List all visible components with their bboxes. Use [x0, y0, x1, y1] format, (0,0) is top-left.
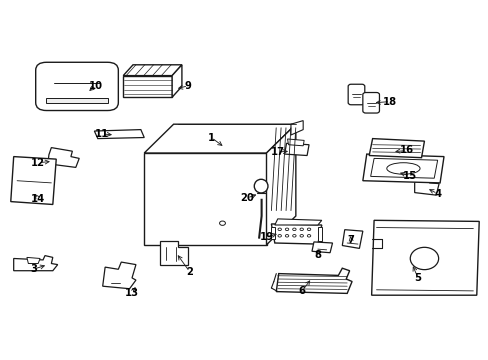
Text: 4: 4 — [433, 189, 440, 199]
Polygon shape — [274, 219, 321, 225]
Polygon shape — [317, 227, 321, 241]
Polygon shape — [172, 65, 182, 97]
Ellipse shape — [292, 228, 295, 230]
Polygon shape — [342, 230, 362, 248]
Text: 6: 6 — [298, 286, 305, 296]
Text: 19: 19 — [259, 232, 273, 242]
Ellipse shape — [386, 163, 419, 174]
Ellipse shape — [409, 247, 438, 270]
Text: 9: 9 — [184, 81, 191, 91]
Polygon shape — [144, 124, 295, 153]
Polygon shape — [271, 227, 274, 239]
Ellipse shape — [277, 228, 281, 230]
Ellipse shape — [285, 235, 288, 237]
Text: 1: 1 — [207, 132, 214, 143]
Text: 3: 3 — [30, 264, 37, 274]
Polygon shape — [94, 130, 144, 139]
Text: 7: 7 — [347, 235, 354, 246]
Text: 10: 10 — [88, 81, 102, 91]
Text: 15: 15 — [402, 171, 416, 181]
Ellipse shape — [306, 228, 310, 230]
Polygon shape — [311, 242, 332, 253]
Polygon shape — [368, 139, 424, 158]
Polygon shape — [362, 154, 443, 183]
Polygon shape — [371, 220, 478, 295]
Text: 14: 14 — [31, 194, 45, 204]
Ellipse shape — [306, 235, 310, 237]
Polygon shape — [290, 121, 303, 135]
Text: 2: 2 — [186, 267, 193, 277]
Polygon shape — [27, 257, 40, 264]
Ellipse shape — [299, 235, 303, 237]
Ellipse shape — [254, 179, 267, 193]
Polygon shape — [266, 124, 295, 245]
Ellipse shape — [277, 235, 281, 237]
Text: 18: 18 — [383, 96, 396, 107]
Polygon shape — [144, 153, 266, 245]
Polygon shape — [160, 241, 188, 265]
FancyBboxPatch shape — [347, 84, 364, 105]
Text: 5: 5 — [414, 273, 421, 283]
Polygon shape — [46, 98, 107, 103]
Text: 13: 13 — [125, 288, 139, 298]
Polygon shape — [123, 65, 182, 76]
Text: 17: 17 — [270, 147, 284, 157]
Text: 20: 20 — [240, 193, 253, 203]
Polygon shape — [14, 256, 58, 271]
Text: 11: 11 — [94, 129, 109, 139]
Text: 8: 8 — [314, 250, 321, 260]
Polygon shape — [276, 268, 351, 293]
Ellipse shape — [299, 228, 303, 230]
FancyBboxPatch shape — [362, 93, 379, 113]
Text: 16: 16 — [399, 145, 413, 156]
Polygon shape — [414, 175, 438, 195]
Polygon shape — [271, 224, 321, 244]
Polygon shape — [11, 157, 56, 204]
Text: 12: 12 — [31, 158, 45, 168]
Polygon shape — [287, 139, 304, 146]
Polygon shape — [284, 143, 308, 156]
Ellipse shape — [292, 235, 295, 237]
FancyBboxPatch shape — [36, 62, 118, 111]
Ellipse shape — [285, 228, 288, 230]
Polygon shape — [123, 76, 172, 97]
Polygon shape — [48, 148, 79, 167]
Polygon shape — [102, 262, 136, 289]
Polygon shape — [370, 158, 437, 178]
